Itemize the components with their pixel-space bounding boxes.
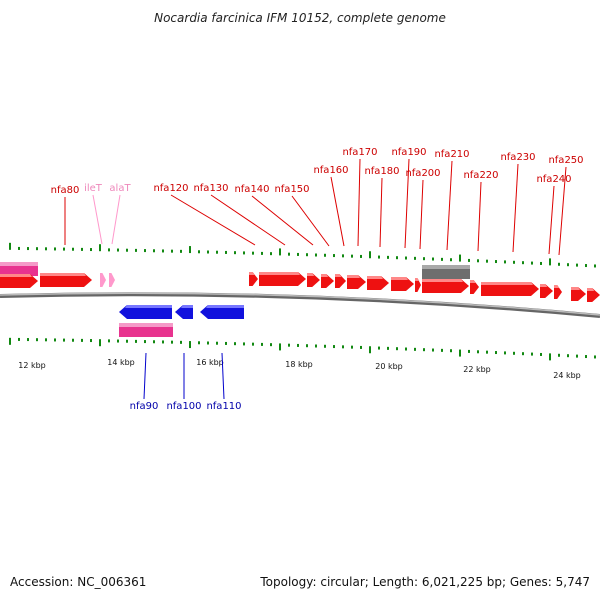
gene-label[interactable]: nfa220 bbox=[463, 170, 498, 181]
gene-label[interactable]: nfa120 bbox=[153, 183, 188, 194]
forward-gene[interactable] bbox=[40, 273, 92, 287]
genome-backbone bbox=[0, 292, 600, 318]
leader-line bbox=[92, 194, 103, 245]
forward-gene[interactable] bbox=[307, 273, 320, 287]
trna-feature[interactable] bbox=[109, 273, 115, 287]
gene-label[interactable]: nfa100 bbox=[166, 401, 201, 412]
rna-feature[interactable] bbox=[119, 323, 173, 337]
topology-text: Topology: circular; Length: 6,021,225 bp… bbox=[259, 575, 590, 589]
scale-label: 12 kbp bbox=[18, 361, 46, 370]
gene-label[interactable]: nfa140 bbox=[234, 184, 269, 195]
scale-label: 16 kbp bbox=[196, 358, 224, 367]
forward-gene[interactable] bbox=[540, 284, 553, 298]
forward-gene[interactable] bbox=[587, 288, 600, 302]
leader-line bbox=[512, 163, 519, 253]
forward-gene[interactable] bbox=[0, 274, 38, 288]
gene-label[interactable]: nfa170 bbox=[342, 147, 377, 158]
scale-label: 14 kbp bbox=[107, 358, 135, 367]
forward-gene[interactable] bbox=[571, 287, 586, 301]
forward-gene[interactable] bbox=[422, 279, 469, 293]
forward-gene[interactable] bbox=[259, 272, 306, 286]
gene-label[interactable]: ileT bbox=[84, 183, 103, 194]
gene-label[interactable]: nfa240 bbox=[536, 174, 571, 185]
gene-label[interactable]: alaT bbox=[109, 183, 131, 194]
leader-line bbox=[170, 194, 256, 246]
leader-line bbox=[210, 194, 286, 246]
scale-label: 18 kbp bbox=[285, 360, 313, 369]
forward-gene[interactable] bbox=[367, 276, 389, 290]
scale-label: 24 kbp bbox=[553, 371, 581, 380]
gene-label[interactable]: nfa130 bbox=[193, 183, 228, 194]
leader-line bbox=[251, 195, 314, 246]
leader-line bbox=[558, 166, 567, 256]
leader-line bbox=[548, 185, 555, 255]
reverse-gene[interactable] bbox=[175, 305, 193, 319]
map-title: Nocardia farcinica IFM 10152, complete g… bbox=[154, 11, 446, 25]
gene-label[interactable]: nfa110 bbox=[206, 401, 241, 412]
scale-label: 22 kbp bbox=[463, 365, 491, 374]
gene-label[interactable]: nfa180 bbox=[364, 166, 399, 177]
scale-label: 20 kbp bbox=[375, 362, 403, 371]
forward-gene[interactable] bbox=[470, 280, 479, 294]
gene-label[interactable]: nfa250 bbox=[548, 155, 583, 166]
gene-label[interactable]: nfa90 bbox=[130, 401, 159, 412]
forward-gene[interactable] bbox=[321, 274, 334, 288]
reverse-gene[interactable] bbox=[119, 305, 172, 319]
forward-gene[interactable] bbox=[335, 274, 346, 288]
gene-label[interactable]: nfa210 bbox=[434, 149, 469, 160]
leader-line bbox=[143, 352, 147, 400]
gene-label[interactable]: nfa190 bbox=[391, 147, 426, 158]
forward-gene[interactable] bbox=[391, 277, 414, 291]
gene-label[interactable]: nfa230 bbox=[500, 152, 535, 163]
trna-feature[interactable] bbox=[100, 273, 106, 287]
gene-label[interactable]: nfa150 bbox=[274, 184, 309, 195]
leader-line bbox=[291, 195, 330, 247]
leader-line bbox=[404, 158, 410, 249]
rna-feature[interactable] bbox=[0, 262, 38, 276]
leader-line bbox=[419, 179, 424, 250]
leader-line bbox=[111, 194, 121, 245]
forward-gene[interactable] bbox=[415, 278, 421, 292]
forward-gene[interactable] bbox=[347, 275, 366, 289]
gene-label[interactable]: nfa80 bbox=[51, 185, 80, 196]
leader-line bbox=[446, 160, 453, 251]
reverse-gene[interactable] bbox=[200, 305, 244, 319]
forward-gene[interactable] bbox=[249, 272, 258, 286]
forward-gene[interactable] bbox=[554, 285, 562, 299]
accession-text: Accession: NC_006361 bbox=[10, 575, 146, 589]
leader-line bbox=[379, 177, 383, 248]
leader-line bbox=[477, 181, 482, 252]
forward-gene[interactable] bbox=[481, 282, 539, 296]
leader-line bbox=[330, 176, 345, 247]
leader-line bbox=[221, 352, 225, 400]
leader-line bbox=[357, 158, 361, 247]
gene-label[interactable]: nfa160 bbox=[313, 165, 348, 176]
gene-label[interactable]: nfa200 bbox=[405, 168, 440, 179]
